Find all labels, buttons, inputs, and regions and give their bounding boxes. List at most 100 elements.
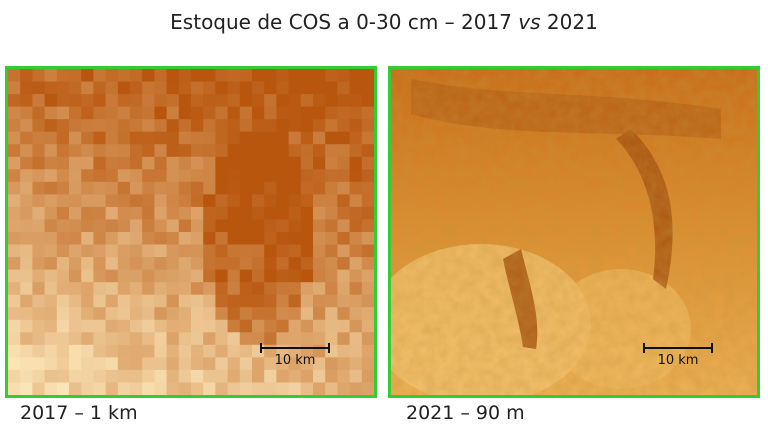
- raster-cell: [288, 81, 302, 95]
- raster-cell: [252, 69, 265, 83]
- raster-cell: [288, 282, 302, 296]
- raster-cell: [93, 106, 107, 120]
- raster-cell: [56, 181, 70, 195]
- raster-cell: [93, 156, 107, 170]
- raster-cell: [93, 194, 107, 208]
- raster-cell: [142, 194, 155, 208]
- raster-cell: [105, 357, 119, 371]
- raster-cell: [93, 206, 107, 220]
- raster-cell: [361, 269, 374, 283]
- raster-cell: [349, 94, 363, 108]
- raster-cell: [325, 269, 338, 283]
- raster-cell: [227, 319, 241, 333]
- raster-cell: [178, 269, 192, 283]
- raster-cell: [239, 357, 253, 371]
- raster-cell: [337, 257, 351, 271]
- raster-cell: [276, 194, 290, 208]
- raster-cell: [105, 257, 119, 271]
- raster-cell: [215, 206, 229, 220]
- raster-cell: [264, 131, 277, 145]
- raster-cell: [20, 257, 33, 271]
- raster-cell: [32, 369, 46, 383]
- raster-cell: [203, 69, 216, 83]
- raster-cell: [191, 357, 204, 371]
- raster-cell: [325, 219, 338, 233]
- raster-cell: [325, 144, 338, 158]
- raster-cell: [313, 382, 326, 395]
- raster-cell: [178, 144, 192, 158]
- raster-cell: [93, 282, 107, 296]
- raster-cell: [276, 294, 290, 308]
- raster-cell: [276, 332, 290, 346]
- raster-cell: [32, 332, 46, 346]
- raster-cell: [166, 219, 180, 233]
- raster-cell: [361, 69, 374, 83]
- raster-cell: [361, 131, 374, 145]
- soil-carbon-map-2017: [8, 69, 374, 395]
- raster-cell: [178, 344, 192, 358]
- raster-cell: [300, 257, 314, 271]
- raster-cell: [117, 81, 131, 95]
- raster-cell: [69, 294, 82, 308]
- raster-cell: [178, 382, 192, 395]
- raster-cell: [8, 382, 21, 395]
- raster-cell: [69, 94, 82, 108]
- raster-cell: [105, 206, 119, 220]
- raster-cell: [288, 232, 302, 246]
- raster-cell: [69, 244, 82, 258]
- raster-cell: [117, 69, 131, 83]
- raster-cell: [361, 119, 374, 133]
- raster-cell: [288, 69, 302, 83]
- raster-cell: [142, 131, 155, 145]
- raster-cell: [166, 282, 180, 296]
- raster-cell: [130, 307, 143, 321]
- raster-cell: [166, 257, 180, 271]
- raster-cell: [178, 169, 192, 183]
- raster-cell: [93, 169, 107, 183]
- raster-cell: [300, 294, 314, 308]
- raster-cell: [93, 357, 107, 371]
- raster-cell: [361, 319, 374, 333]
- soil-carbon-map-2021: [391, 69, 757, 395]
- raster-cell: [215, 269, 229, 283]
- raster-cell: [81, 106, 94, 120]
- raster-cell: [154, 81, 168, 95]
- raster-cell: [166, 169, 180, 183]
- raster-cell: [44, 257, 58, 271]
- raster-cell: [142, 169, 155, 183]
- raster-cell: [313, 307, 326, 321]
- raster-cell: [300, 106, 314, 120]
- raster-cell: [337, 319, 351, 333]
- raster-cell: [20, 219, 33, 233]
- raster-cell: [32, 119, 46, 133]
- raster-cell: [288, 206, 302, 220]
- raster-cell: [117, 219, 131, 233]
- raster-cell: [361, 344, 374, 358]
- raster-cell: [313, 369, 326, 383]
- raster-cell: [32, 156, 46, 170]
- raster-cell: [166, 232, 180, 246]
- raster-cell: [349, 181, 363, 195]
- raster-cell: [44, 94, 58, 108]
- raster-cell: [154, 232, 168, 246]
- raster-cell: [203, 344, 216, 358]
- raster-cell: [178, 119, 192, 133]
- raster-cell: [93, 332, 107, 346]
- raster-cell: [239, 106, 253, 120]
- raster-cell: [300, 369, 314, 383]
- raster-cell: [166, 294, 180, 308]
- raster-cell: [239, 219, 253, 233]
- raster-cell: [130, 106, 143, 120]
- raster-cell: [325, 382, 338, 395]
- scale-label-2021: 10 km: [657, 353, 699, 368]
- raster-cell: [117, 294, 131, 308]
- raster-cell: [227, 169, 241, 183]
- raster-cell: [252, 232, 265, 246]
- raster-cell: [191, 169, 204, 183]
- raster-cell: [130, 319, 143, 333]
- raster-cell: [276, 181, 290, 195]
- raster-cell: [191, 181, 204, 195]
- raster-cell: [81, 357, 94, 371]
- caption-2017: 2017 – 1 km: [20, 402, 138, 424]
- raster-cell: [227, 106, 241, 120]
